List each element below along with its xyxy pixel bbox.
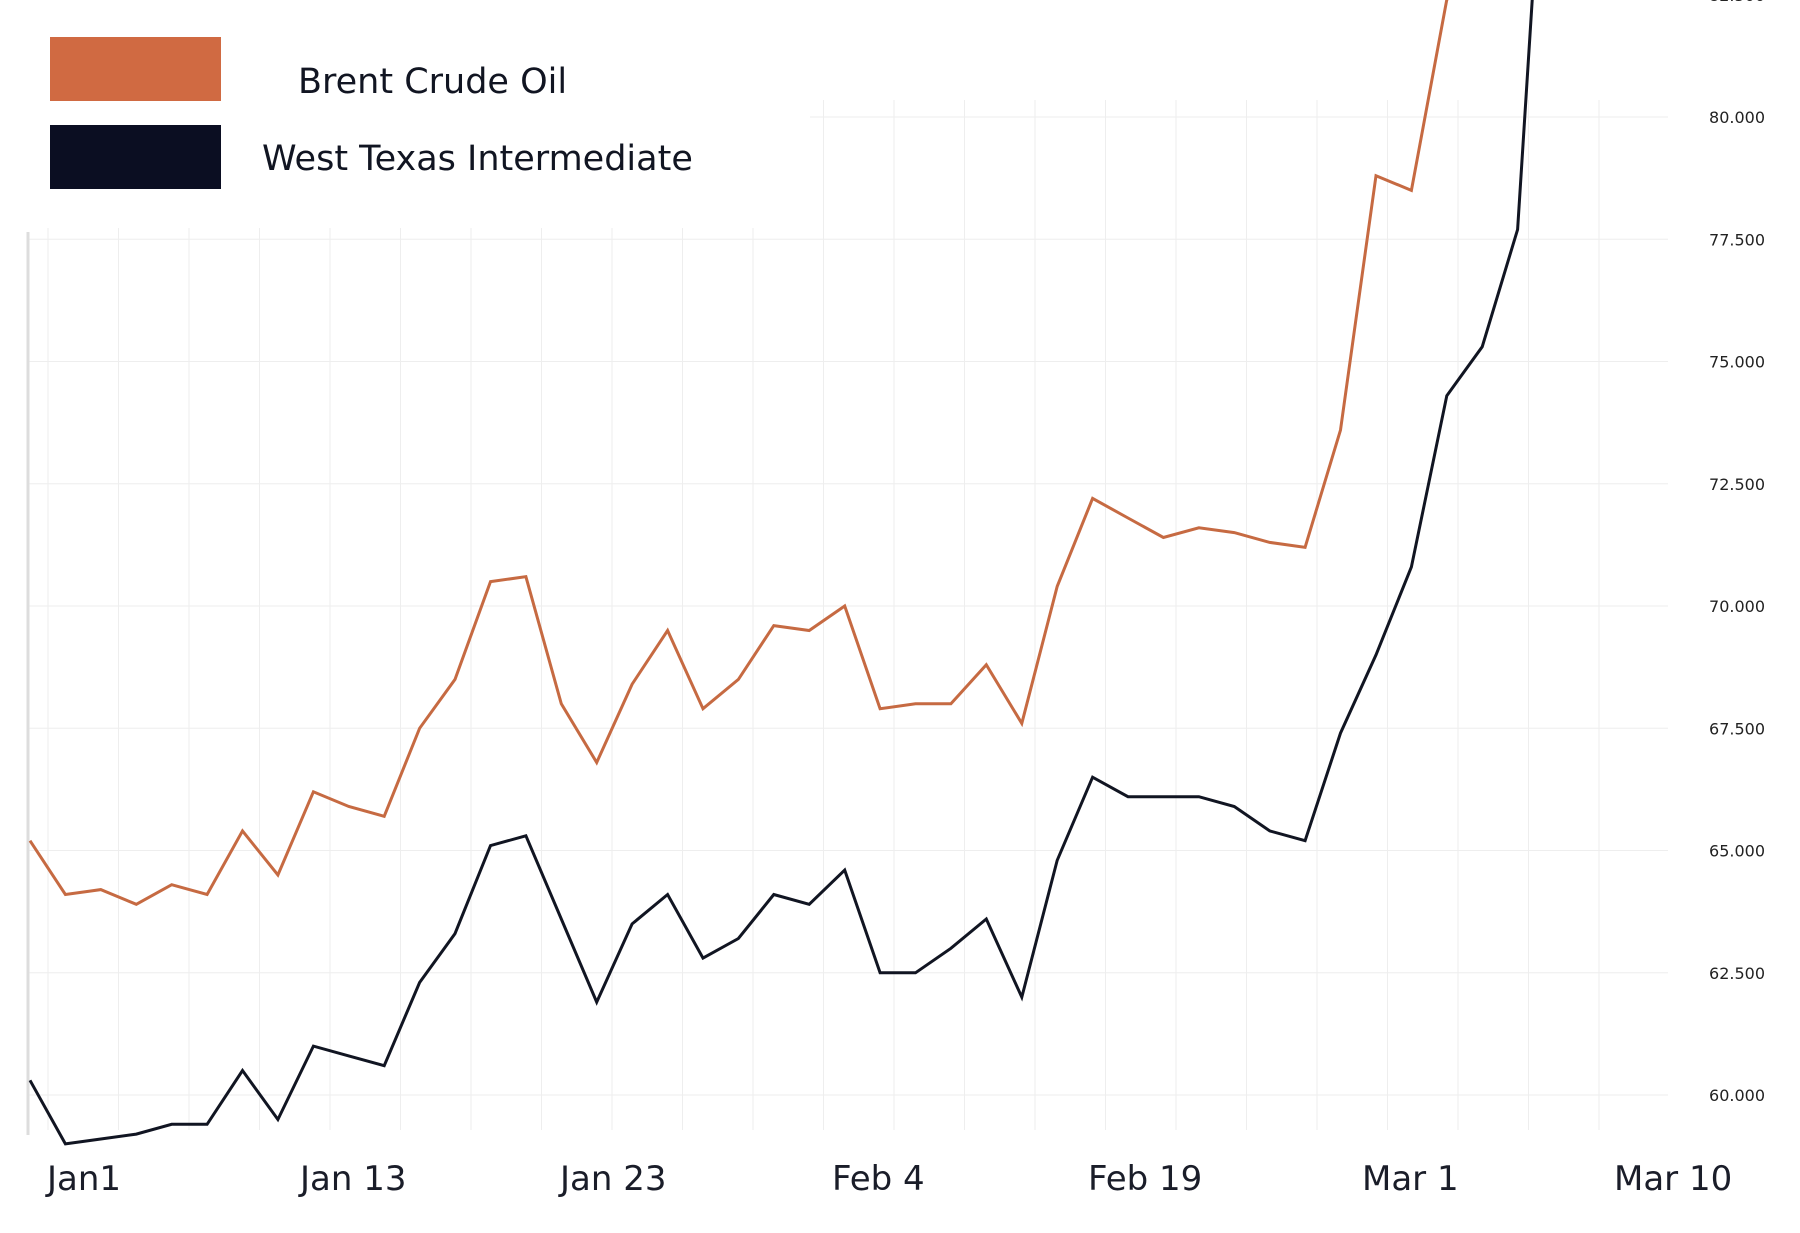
x-tick-label: Feb 19 (1088, 1159, 1202, 1199)
x-tick-label: Jan 23 (558, 1159, 666, 1199)
grid (28, 100, 1668, 1130)
y-tick-label: 62.500 (1709, 964, 1765, 983)
x-tick-label: Feb 4 (832, 1159, 925, 1199)
x-axis-tick-labels: Jan1 Jan 13 Jan 23 Feb 4 Feb 19 Mar 1 Mar 10 (45, 1159, 1732, 1199)
y-tick-label: 80.000 (1709, 108, 1765, 127)
x-tick-label: Mar 1 (1362, 1159, 1459, 1199)
legend-label-brent: Brent Crude Oil (298, 62, 567, 102)
y-tick-label: 75.000 (1709, 353, 1765, 372)
series-brent (28, 0, 1449, 906)
y-axis-tick-labels: 110.000107.500105.000102.500100.00097.50… (1709, 0, 1765, 1105)
x-tick-label: Mar 10 (1614, 1159, 1732, 1199)
y-tick-label: 70.000 (1709, 597, 1765, 616)
legend-swatch-brent (50, 37, 221, 101)
legend-label-wti: West Texas Intermediate (262, 139, 693, 179)
y-tick-label: 72.500 (1709, 475, 1765, 494)
x-tick-label: Jan1 (45, 1159, 121, 1199)
series-wti (28, 0, 1534, 1146)
legend-swatch-wti (50, 125, 221, 189)
legend: Brent Crude Oil West Texas Intermediate (0, 0, 810, 228)
y-tick-label: 65.000 (1709, 842, 1765, 861)
series-lines (28, 0, 1534, 1146)
y-tick-label: 82.500 (1709, 0, 1765, 5)
legend-background (0, 0, 810, 228)
y-tick-label: 60.000 (1709, 1086, 1765, 1105)
y-tick-label: 67.500 (1709, 719, 1765, 738)
y-tick-label: 77.500 (1709, 230, 1765, 249)
x-tick-label: Jan 13 (298, 1159, 406, 1199)
